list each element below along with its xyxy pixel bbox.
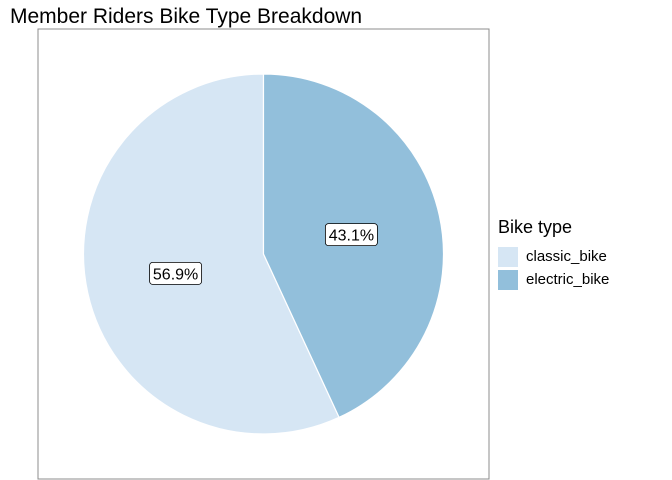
legend-title: Bike type (498, 217, 573, 237)
slice-label-box (149, 261, 203, 285)
slice-label-box (324, 223, 378, 247)
legend: Bike type classic_bike electric_bike (498, 215, 668, 291)
legend-key-electric-bike (498, 269, 518, 290)
slice-label-text: 56.9% (153, 266, 198, 283)
pie-slice-classic-bike (82, 73, 340, 435)
legend-item-classic-bike: classic_bike (498, 245, 668, 268)
legend-label-electric-bike: electric_bike (526, 271, 610, 288)
chart-title: Member Riders Bike Type Breakdown (10, 5, 363, 28)
legend-label-classic-bike: classic_bike (526, 248, 607, 265)
slice-label-electric-bike: 43.1% (324, 223, 378, 247)
legend-key-classic-bike (498, 246, 518, 267)
legend-item-electric-bike: electric_bike (498, 268, 668, 291)
slice-label-text: 43.1% (329, 228, 374, 245)
slice-label-classic-bike: 56.9% (149, 261, 203, 285)
